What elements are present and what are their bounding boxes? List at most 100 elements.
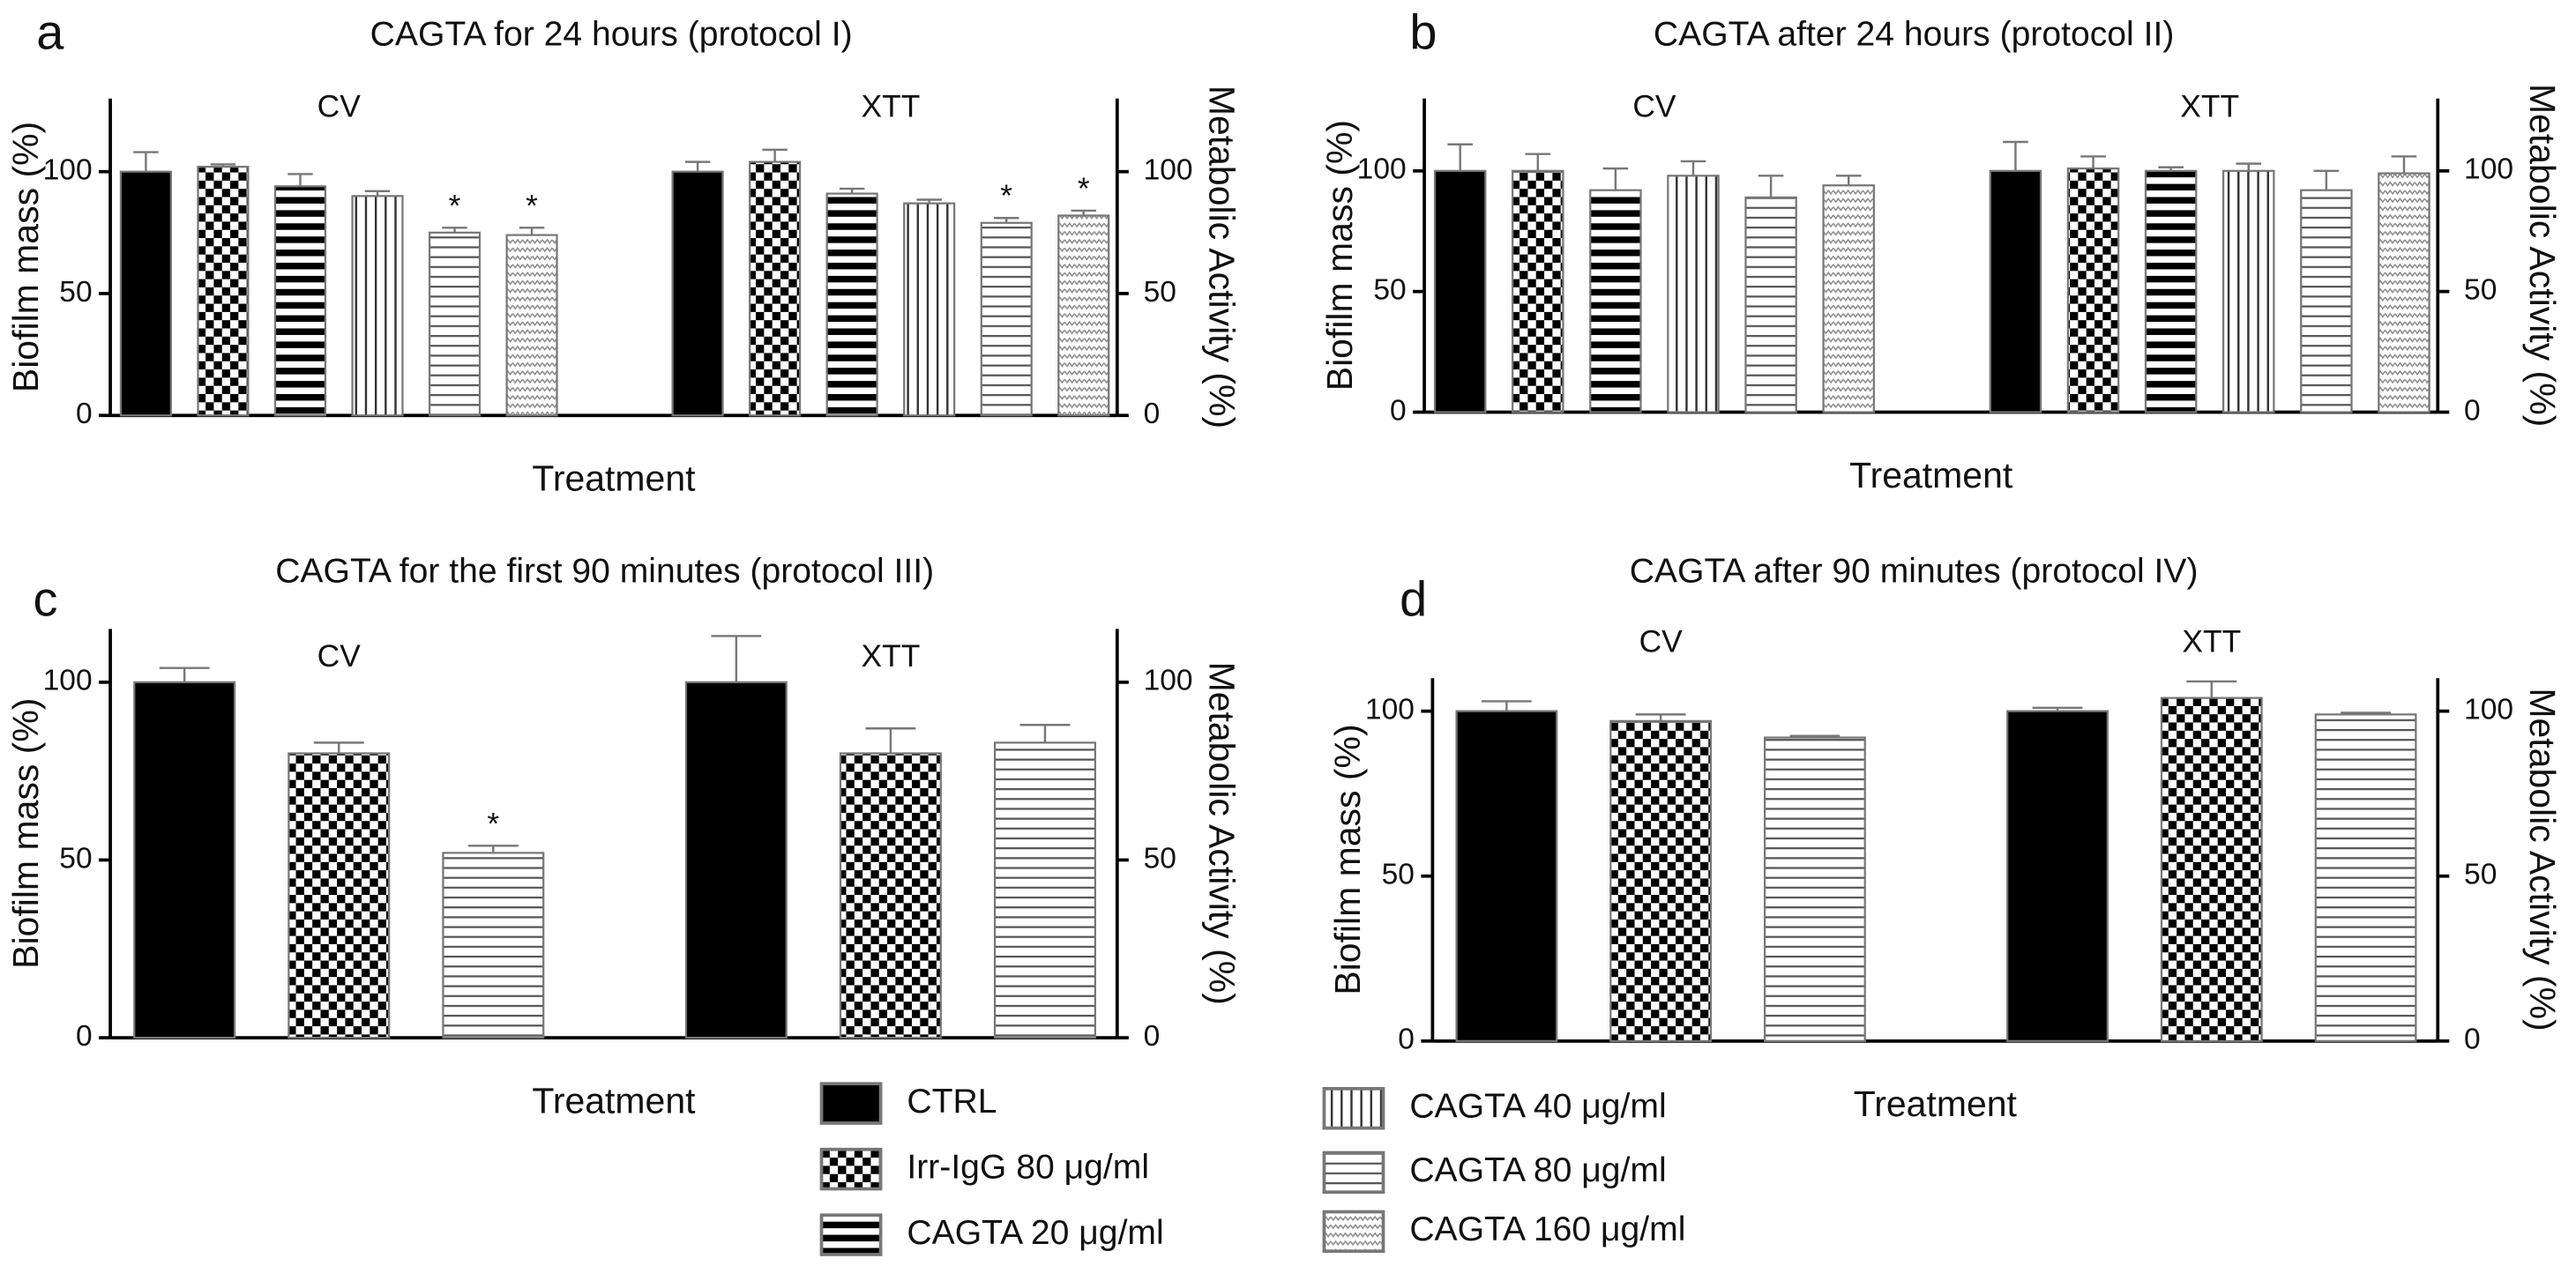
- legend-label: Irr-IgG 80 μg/ml: [907, 1148, 1149, 1186]
- chart-title: CAGTA after 24 hours (protocol II): [1654, 15, 2175, 53]
- y-tick-label: 0: [76, 398, 93, 430]
- panel-letter: a: [36, 4, 64, 60]
- significance: *: [487, 807, 499, 841]
- bar: [671, 170, 724, 417]
- error-bar: [711, 635, 762, 682]
- group-label: XTT: [2180, 89, 2239, 123]
- error-bar: [1071, 209, 1096, 216]
- y2-tick-label: 50: [1144, 842, 1176, 875]
- legend-swatch: [1322, 1086, 1385, 1130]
- panel-letter: b: [1409, 4, 1437, 60]
- error-bar: [684, 160, 711, 172]
- bar: [749, 160, 802, 417]
- panel-letter: c: [34, 570, 58, 626]
- significance: *: [1078, 172, 1090, 206]
- legend-label: CAGTA 40 μg/ml: [1409, 1088, 1666, 1126]
- y-tick-label: 100: [1365, 693, 1415, 726]
- y-tick-label: 50: [59, 276, 92, 309]
- error-bar: [2032, 706, 2083, 711]
- error-bar: [2158, 166, 2184, 171]
- significance: *: [1000, 179, 1012, 213]
- bar: [273, 185, 327, 417]
- error-bar: [364, 190, 391, 197]
- bar: [2144, 169, 2198, 413]
- error-bar: [865, 727, 916, 754]
- y2-axis-label: Metabolic Activity (%): [2522, 688, 2563, 1031]
- y-axis-label: Biofilm mass (%): [5, 698, 46, 969]
- bar: [1764, 736, 1866, 1042]
- legend-swatch: [819, 1082, 883, 1125]
- y2-tick-label: 0: [1144, 398, 1161, 430]
- y2-tick-label: 50: [2464, 859, 2497, 891]
- x-axis-label: Treatment: [1854, 1084, 2018, 1124]
- group-label: CV: [1632, 89, 1676, 123]
- legend-swatch: [1322, 1210, 1385, 1254]
- y-tick-label: 100: [1357, 153, 1407, 186]
- group-label: CV: [317, 639, 362, 674]
- y2-axis-label: Metabolic Activity (%): [1201, 662, 1242, 1005]
- bar: [1822, 184, 1875, 413]
- bar: [993, 741, 1096, 1039]
- legend-label: CAGTA 80 μg/ml: [1409, 1151, 1666, 1189]
- bar: [980, 221, 1033, 417]
- group-label: CV: [1639, 624, 1684, 659]
- error-bar: [1447, 143, 1474, 171]
- error-bar: [210, 163, 236, 168]
- error-bar: [2341, 711, 2391, 715]
- bar: [1455, 710, 1558, 1042]
- bar: [825, 192, 878, 417]
- bar: [2066, 167, 2120, 413]
- bar: [442, 852, 545, 1039]
- y-tick-label: 100: [43, 154, 93, 187]
- bar: [2160, 696, 2263, 1042]
- bar: [1744, 196, 1797, 413]
- y2-tick-label: 0: [2464, 1024, 2481, 1056]
- bar: [119, 170, 172, 417]
- error-bar: [1525, 153, 1551, 171]
- error-bar: [2186, 680, 2237, 698]
- bar: [1433, 169, 1487, 413]
- error-bar: [1481, 700, 1532, 711]
- error-bar: [1835, 175, 1862, 186]
- x-axis-label: Treatment: [1849, 455, 2013, 495]
- bar: [1512, 169, 1564, 413]
- legend-label: CAGTA 20 μg/ml: [907, 1214, 1163, 1252]
- error-bar: [839, 187, 865, 194]
- bar: [903, 202, 956, 417]
- y2-tick-label: 0: [1144, 1020, 1161, 1053]
- y2-tick-label: 100: [2464, 693, 2513, 726]
- bar: [839, 752, 942, 1039]
- error-bar: [2003, 140, 2028, 171]
- y2-tick-label: 50: [1144, 276, 1176, 309]
- legend-label: CTRL: [907, 1083, 997, 1121]
- group-label: XTT: [2182, 624, 2241, 659]
- legend-swatch: [819, 1213, 883, 1256]
- bar: [505, 234, 558, 417]
- error-bar: [993, 217, 1019, 223]
- error-bar: [1602, 167, 1629, 190]
- y-axis-label: Biofilm mass (%): [5, 122, 46, 392]
- legend-swatch: [1322, 1151, 1385, 1195]
- y2-axis-label: Metabolic Activity (%): [2522, 84, 2563, 427]
- bar: [1667, 175, 1720, 413]
- error-bar: [1635, 713, 1686, 721]
- chart-title: CAGTA after 90 minutes (protocol IV): [1630, 552, 2199, 590]
- bar: [2300, 189, 2353, 413]
- y-tick-label: 0: [76, 1020, 93, 1053]
- error-bar: [2391, 155, 2417, 174]
- bar: [1589, 189, 1642, 413]
- chart-title: CAGTA for 24 hours (protocol I): [370, 15, 853, 53]
- error-bar: [1789, 734, 1841, 738]
- error-bar: [287, 173, 313, 187]
- error-bar: [133, 151, 159, 172]
- legend-label: CAGTA 160 μg/ml: [1409, 1210, 1685, 1248]
- bar: [684, 681, 788, 1039]
- legend-swatch: [819, 1147, 883, 1191]
- significance: *: [526, 189, 538, 223]
- bar: [2378, 172, 2430, 413]
- bar: [197, 166, 250, 417]
- error-bar: [2313, 169, 2340, 190]
- error-bar: [519, 227, 545, 235]
- error-bar: [1019, 724, 1071, 743]
